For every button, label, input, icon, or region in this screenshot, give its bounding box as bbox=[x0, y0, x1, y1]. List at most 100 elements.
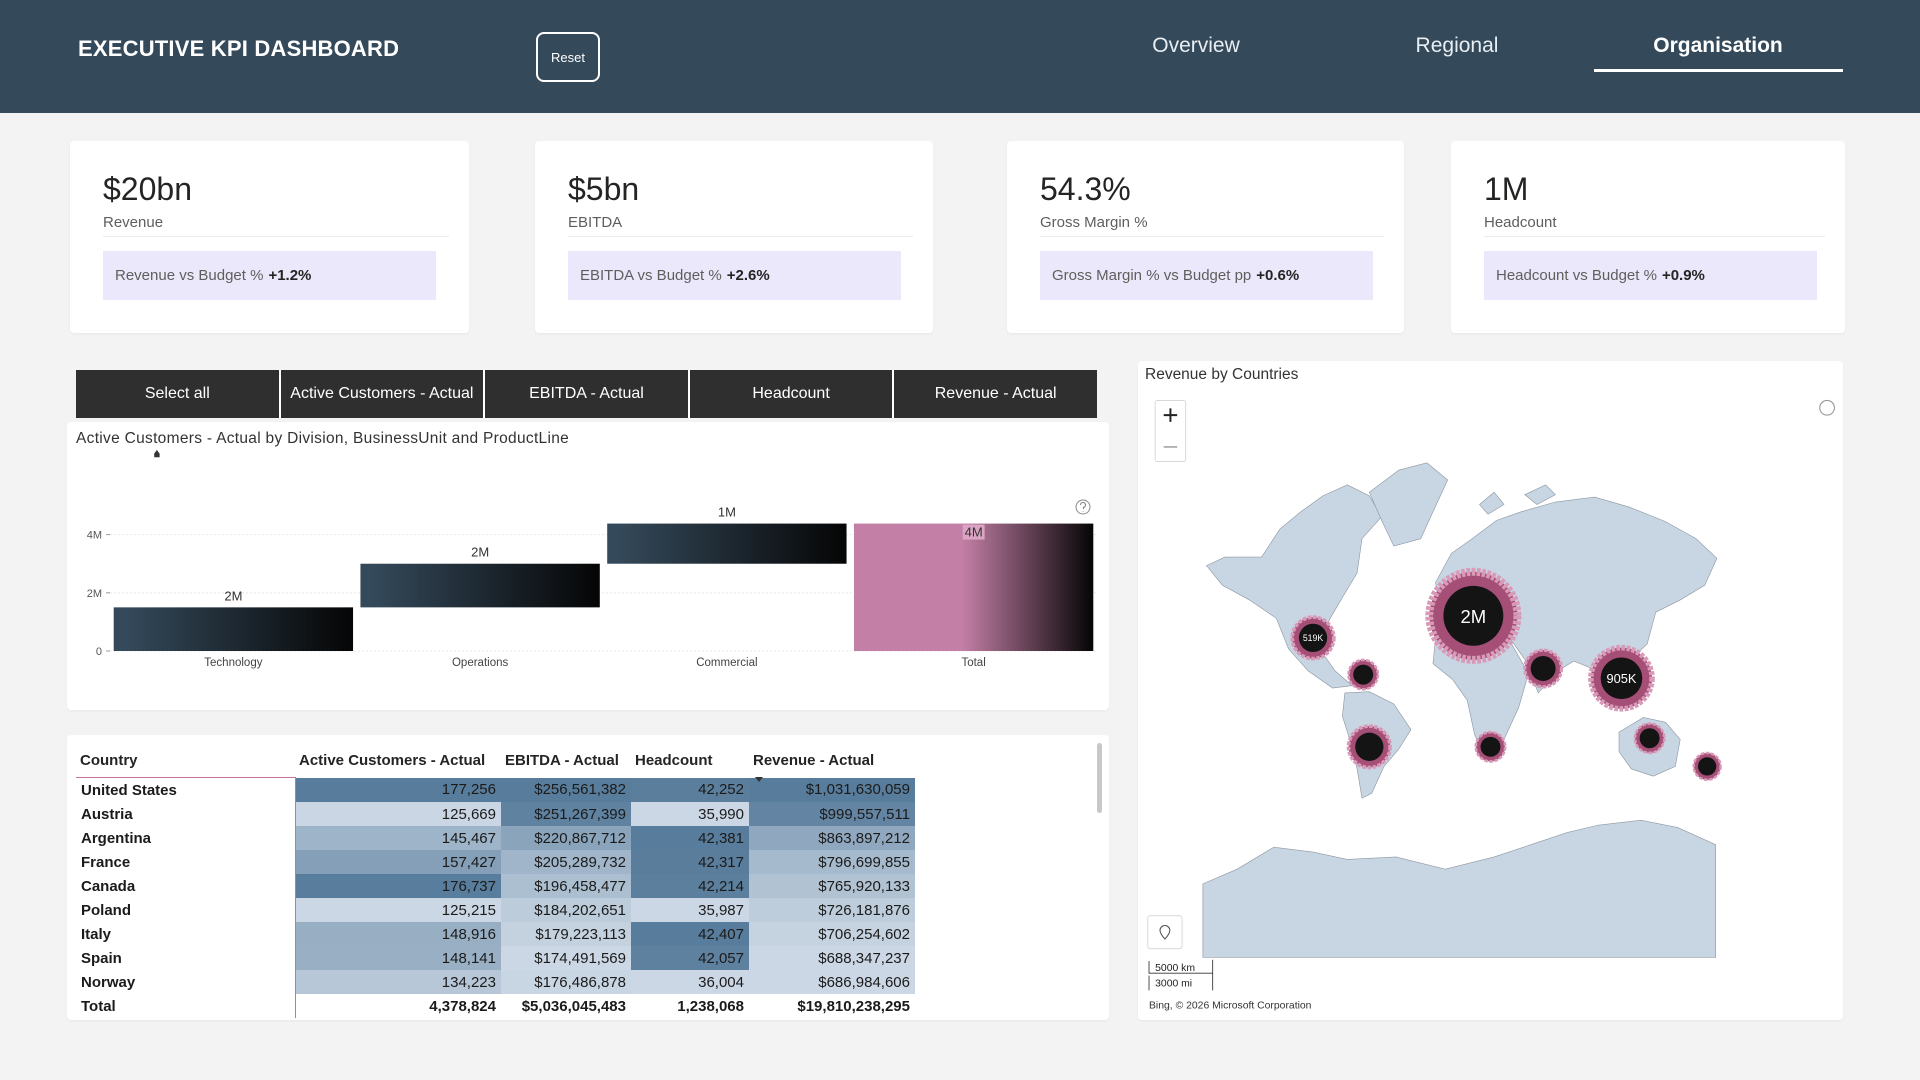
kpi-divider bbox=[568, 236, 913, 237]
column-header[interactable]: Active Customers - Actual bbox=[299, 751, 486, 769]
kpi-card: 1M Headcount Headcount vs Budget % +0.9% bbox=[1451, 141, 1845, 333]
table-row: Argentina 145,467 $220,867,712 42,381 $863,8… bbox=[76, 826, 915, 850]
column-header[interactable]: Country bbox=[76, 743, 295, 778]
data-label: 4M bbox=[965, 525, 983, 540]
sort-arrow bbox=[755, 776, 763, 782]
map-panel: Revenue by Countries 519K 2M 905K 5000 km … bbox=[1138, 361, 1843, 1020]
column-header[interactable]: Revenue - Actual bbox=[749, 743, 915, 782]
slicer-button[interactable]: Revenue - Actual bbox=[894, 370, 1097, 418]
bubble-label: 2M bbox=[1461, 606, 1487, 627]
value-cell: 145,467 bbox=[295, 826, 501, 850]
value-cell: $765,920,133 bbox=[749, 874, 915, 898]
kpi-compare: Revenue vs Budget % +1.2% bbox=[103, 251, 436, 300]
slicer-button[interactable]: Headcount bbox=[689, 370, 893, 418]
bubble-core bbox=[1443, 585, 1504, 646]
value-cell: 42,057 bbox=[631, 946, 749, 970]
y-tick-label: 2M bbox=[87, 588, 102, 600]
table-row: Poland 125,215 $184,202,651 35,987 $726,181,… bbox=[76, 898, 915, 922]
scale-km: 5000 km bbox=[1155, 963, 1195, 974]
total-value: 4,378,824 bbox=[429, 997, 496, 1015]
country-cell: Argentina bbox=[76, 826, 296, 850]
compare-value: +0.9% bbox=[1661, 267, 1705, 284]
tab[interactable]: Organisation bbox=[1653, 34, 1783, 57]
value-cell: $706,254,602 bbox=[749, 922, 915, 946]
x-tick-label: Technology bbox=[204, 657, 262, 669]
north-america bbox=[1206, 484, 1382, 689]
value-cell: $999,557,511 bbox=[749, 802, 915, 826]
compare-value: +0.6% bbox=[1256, 267, 1300, 284]
total-value: $19,810,238,295 bbox=[797, 997, 910, 1015]
island bbox=[1479, 491, 1505, 515]
help-icon[interactable] bbox=[1819, 399, 1835, 416]
bar bbox=[360, 563, 600, 608]
bubble-core bbox=[1530, 655, 1556, 681]
value-cell: $256,561,382 bbox=[501, 777, 631, 802]
scale-mi: 3000 mi bbox=[1155, 979, 1192, 990]
value-cell: $251,267,399 bbox=[501, 802, 631, 826]
value-cell: $796,699,855 bbox=[749, 850, 915, 874]
tab[interactable]: Overview bbox=[1152, 34, 1240, 57]
slicer-button[interactable]: Select all bbox=[76, 370, 279, 418]
value-cell: $184,202,651 bbox=[501, 898, 631, 922]
value-cell: $863,897,212 bbox=[749, 826, 915, 850]
tab[interactable]: Regional bbox=[1415, 34, 1499, 57]
kpi-value: 54.3% bbox=[1040, 171, 1131, 207]
table-row: Austria 125,669 $251,267,399 35,990 $999,557… bbox=[76, 802, 915, 826]
slicer-button[interactable]: Active Customers - Actual bbox=[280, 370, 484, 418]
label-highlight bbox=[962, 524, 985, 540]
table-row: France 157,427 $205,289,732 42,317 $796,699,… bbox=[76, 850, 915, 874]
column-header[interactable]: Headcount bbox=[635, 751, 713, 769]
kpi-divider bbox=[1040, 236, 1384, 237]
drill-icon[interactable] bbox=[154, 450, 160, 458]
kpi-card: 54.3% Gross Margin % Gross Margin % vs Bud… bbox=[1007, 141, 1404, 333]
kpi-value: $20bn bbox=[103, 171, 192, 207]
kpi-value: 1M bbox=[1484, 171, 1529, 207]
value-cell: 148,141 bbox=[295, 946, 501, 970]
bubble-label: 905K bbox=[1606, 671, 1636, 686]
bar bbox=[113, 607, 354, 651]
reset-button[interactable]: Reset bbox=[536, 32, 600, 82]
scrollbar[interactable] bbox=[1097, 743, 1102, 813]
country-cell: Spain bbox=[76, 946, 296, 970]
locate-button[interactable] bbox=[1147, 915, 1183, 950]
country-cell: Poland bbox=[76, 898, 296, 922]
table-row: Italy 148,916 $179,223,113 42,407 $706,254,6… bbox=[76, 922, 915, 946]
bubble-core bbox=[1697, 757, 1717, 776]
attribution: Bing, © 2026 Microsoft Corporation bbox=[1149, 1001, 1312, 1012]
table-body: United States 177,256 $256,561,382 42,252 $1… bbox=[76, 777, 915, 1018]
value-cell: $174,491,569 bbox=[501, 946, 631, 970]
locate-icon bbox=[1159, 924, 1171, 940]
kpi-card: $5bn EBITDA EBITDA vs Budget % +2.6% bbox=[535, 141, 933, 333]
kpi-compare: Gross Margin % vs Budget pp +0.6% bbox=[1040, 251, 1373, 300]
value-cell: 125,215 bbox=[295, 898, 501, 922]
zoom-in[interactable] bbox=[1163, 408, 1178, 422]
kpi-label: EBITDA bbox=[568, 214, 623, 231]
zoom-controls bbox=[1154, 400, 1187, 462]
compare-value: +1.2% bbox=[268, 267, 312, 284]
value-cell: 177,256 bbox=[295, 777, 501, 802]
table-row: United States 177,256 $256,561,382 42,252 $1… bbox=[76, 777, 915, 802]
kpi-value: $5bn bbox=[568, 171, 640, 207]
bubble-core bbox=[1600, 657, 1643, 700]
chart-panel: Active Customers - Actual by Division, B… bbox=[67, 422, 1109, 710]
table-panel: Country Active Customers - Actual EBITDA -… bbox=[67, 735, 1109, 1020]
waterfall-chart: 0 2M 4M 2M Technology 2M Operations 1M Commercia… bbox=[87, 450, 1097, 669]
table-head: Country Active Customers - Actual EBITDA -… bbox=[76, 743, 915, 782]
compare-label: Revenue vs Budget % bbox=[115, 267, 264, 284]
data-label: 2M bbox=[224, 588, 242, 603]
value-cell: 42,407 bbox=[631, 922, 749, 946]
compare-label: Gross Margin % vs Budget pp bbox=[1052, 267, 1252, 284]
map-title: Revenue by Countries bbox=[1145, 366, 1299, 383]
total-label: Total bbox=[76, 994, 296, 1018]
value-cell: 157,427 bbox=[295, 850, 501, 874]
data-label: 1M bbox=[718, 505, 736, 520]
header-row: Country Active Customers - Actual EBITDA -… bbox=[76, 743, 915, 782]
data-table: Country Active Customers - Actual EBITDA -… bbox=[76, 743, 916, 1018]
slicer-button[interactable]: EBITDA - Actual bbox=[485, 370, 688, 418]
kpi-card: $20bn Revenue Revenue vs Budget % +1.2% bbox=[70, 141, 469, 333]
island bbox=[1524, 484, 1556, 505]
help-icon[interactable] bbox=[1075, 499, 1091, 515]
column-header[interactable]: EBITDA - Actual bbox=[505, 751, 619, 769]
